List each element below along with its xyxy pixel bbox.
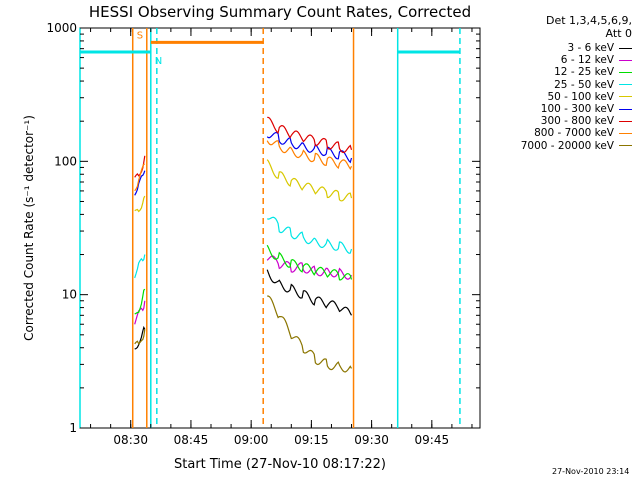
event-lines — [79, 28, 461, 428]
legend-entry: 6 - 12 keV — [492, 54, 632, 66]
legend: Det 1,3,4,5,6,9, Att 0 3 - 6 keV 6 - 12 k… — [492, 14, 632, 152]
series-line — [266, 159, 353, 202]
legend-swatch — [619, 108, 632, 110]
footer-stamp: 27-Nov-2010 23:14 — [552, 467, 630, 476]
legend-swatch — [619, 59, 632, 61]
legend-entry: 25 - 50 keV — [492, 79, 632, 91]
legend-entry: 50 - 100 keV — [492, 91, 632, 103]
legend-label: 800 - 7000 keV — [534, 127, 614, 140]
legend-label: 25 - 50 keV — [554, 78, 614, 91]
x-tick-label: 09:30 — [354, 433, 389, 447]
series-line — [134, 195, 146, 213]
series-line — [266, 131, 353, 164]
series-line — [267, 116, 353, 154]
legend-entry: 12 - 25 keV — [492, 66, 632, 78]
legend-entry: 7000 - 20000 keV — [492, 140, 632, 152]
series-group — [134, 116, 353, 373]
series-line — [134, 163, 145, 192]
series-line — [266, 244, 353, 281]
axes: 08:30 08:45 09:00 09:15 09:30 09:45 1 10 100 1000 — [46, 21, 480, 447]
series-line — [134, 170, 146, 196]
legend-label: 300 - 800 keV — [540, 115, 614, 128]
legend-swatch — [619, 145, 632, 147]
series-line — [266, 140, 353, 171]
legend-swatch — [619, 47, 632, 49]
legend-entries: 3 - 6 keV 6 - 12 keV 12 - 25 keV 25 - 50 ke… — [492, 42, 632, 152]
series-line — [266, 255, 353, 280]
legend-header-1: Det 1,3,4,5,6,9, — [545, 14, 632, 27]
x-axis-label: Start Time (27-Nov-10 08:17:22) — [174, 457, 386, 472]
legend-entry: 3 - 6 keV — [492, 42, 632, 54]
legend-label: 7000 - 20000 keV — [520, 139, 614, 152]
series-line — [134, 254, 146, 279]
legend-label: 100 - 300 keV — [540, 103, 614, 116]
legend-swatch — [619, 71, 632, 73]
legend-label: 3 - 6 keV — [567, 42, 614, 55]
attenuator-bars: SN — [80, 30, 460, 67]
series-line — [267, 216, 353, 254]
series-line — [267, 295, 353, 373]
y-tick-label: 10 — [62, 288, 77, 302]
legend-label: 12 - 25 keV — [554, 66, 614, 79]
series-line — [134, 329, 146, 345]
series-line — [134, 288, 146, 315]
y-tick-label: 1 — [69, 421, 77, 435]
y-tick-label: 1000 — [46, 21, 77, 35]
x-tick-label: 09:45 — [415, 433, 450, 447]
series-line — [266, 269, 353, 316]
legend-swatch — [619, 96, 632, 98]
legend-header-2: Att 0 — [605, 27, 632, 40]
legend-label: 6 - 12 keV — [560, 54, 614, 67]
y-axis-label: Corrected Count Rate (s⁻¹ detector⁻¹) — [22, 115, 36, 341]
annotation-label: S — [137, 30, 143, 41]
legend-swatch — [619, 132, 632, 134]
plot-frame — [79, 27, 481, 429]
legend-swatch — [619, 120, 632, 122]
chart-title: HESSI Observing Summary Count Rates, Cor… — [89, 3, 471, 21]
series-line — [134, 325, 146, 350]
x-tick-label: 08:30 — [113, 433, 148, 447]
legend-entry: 100 - 300 keV — [492, 103, 632, 115]
x-tick-label: 09:00 — [234, 433, 269, 447]
legend-label: 50 - 100 keV — [547, 90, 614, 103]
annotation-label: N — [155, 56, 162, 67]
x-tick-label: 08:45 — [174, 433, 209, 447]
legend-entry: 300 - 800 keV — [492, 115, 632, 127]
legend-swatch — [619, 84, 632, 86]
x-tick-label: 09:15 — [294, 433, 329, 447]
legend-entry: 800 - 7000 keV — [492, 127, 632, 139]
y-tick-label: 100 — [54, 154, 77, 168]
